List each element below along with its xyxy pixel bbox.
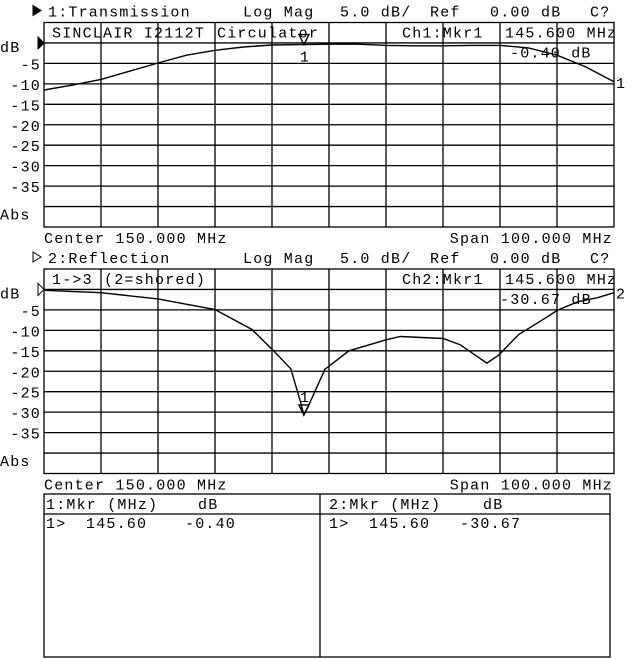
trace-end-label: 1 [616,76,626,93]
table1-row-id: 1> [46,516,66,533]
y-tick-label: -30 [10,160,41,177]
marker-triangle-icon [297,33,311,47]
scale-label: 5.0 dB/ [340,251,411,268]
marker-readout-frequency: 145.600 MHz [505,272,617,289]
ref-label: Ref [430,251,461,268]
format-label: Log Mag [243,5,314,22]
y-tick-label: -10 [10,78,41,95]
table1-header-marker: 1:Mkr (MHz) [46,497,158,514]
y-axis-format: Abs [0,208,31,225]
y-axis-unit: dB [0,40,20,57]
marker-label: 1 [300,50,310,67]
span-label: Span 100.000 MHz [450,231,613,248]
center-frequency-label: Center 150.000 MHz [44,231,228,248]
span-label: Span 100.000 MHz [450,478,613,495]
cal-status: C? [590,251,610,268]
y-tick-label: -10 [10,324,41,341]
table2-row-freq: 145.60 [369,516,430,533]
table1-row-value: -0.40 [185,516,236,533]
ref-value: 0.00 dB [490,5,561,22]
y-tick-label: -15 [10,345,41,362]
y-tick-label: -30 [10,406,41,423]
channel-title: 1:Transmission [48,5,191,22]
table2-row-value: -30.67 [460,516,521,533]
y-tick-label: -20 [10,365,41,382]
channel-active-icon [32,251,42,263]
table2-header-unit: dB [483,497,503,514]
trace-end-label: 2 [616,287,626,304]
marker-readout-channel: Ch1:Mkr1 [402,26,484,43]
title-annotation: (2=shored) [104,272,206,289]
y-tick-label: -25 [10,386,41,403]
y-tick-label: -5 [21,304,41,321]
scale-label: 5.0 dB/ [340,5,411,22]
plots: 1:Transmission Log Mag 5.0 dB/Ref 0.00 dB C?… [0,4,626,495]
marker-readout-channel: Ch2:Mkr1 [402,272,484,289]
marker-label: 1 [300,390,310,407]
marker-table: 1:Mkr (MHz) dB 1> 145.60 -0.40 2:Mkr (MH… [43,493,611,658]
marker-readout-value: -30.67 dB [500,292,592,309]
plot-channel-2: 2:Reflection Log Mag 5.0 dB/Ref 0.00 dB C?1-… [0,251,626,495]
y-tick-label: -15 [10,98,41,115]
table2-row-id: 1> [329,516,349,533]
y-tick-label: -35 [10,427,41,444]
reference-level-icon [37,282,45,297]
marker-readout-frequency: 145.600 MHz [505,26,617,43]
title-annotation: SINCLAIR I2112T [52,26,205,43]
cal-status: C? [590,5,610,22]
title-annotation: Circulator [217,26,319,43]
channel-active-icon [32,4,42,17]
marker-triangle-icon [297,404,311,417]
trace-line [43,43,615,91]
center-frequency-label: Center 150.000 MHz [44,478,228,495]
marker-table-border [43,493,611,658]
format-label: Log Mag [243,251,314,268]
y-axis-unit: dB [0,286,20,303]
y-tick-label: -25 [10,139,41,156]
y-tick-label: -35 [10,180,41,197]
trace-line [43,289,615,417]
table2-header-marker: 2:Mkr (MHz) [329,497,441,514]
y-tick-label: -5 [21,57,41,74]
table1-header-unit: dB [198,497,218,514]
title-annotation: 1->3 [52,272,93,289]
ref-value: 0.00 dB [490,251,561,268]
reference-level-icon [37,35,45,51]
y-axis-format: Abs [0,454,31,471]
channel-title: 2:Reflection [48,251,170,268]
table1-row-freq: 145.60 [86,516,147,533]
plot-channel-1: 1:Transmission Log Mag 5.0 dB/Ref 0.00 dB C?… [0,4,626,249]
y-tick-label: -20 [10,119,41,136]
ref-label: Ref [430,5,461,22]
